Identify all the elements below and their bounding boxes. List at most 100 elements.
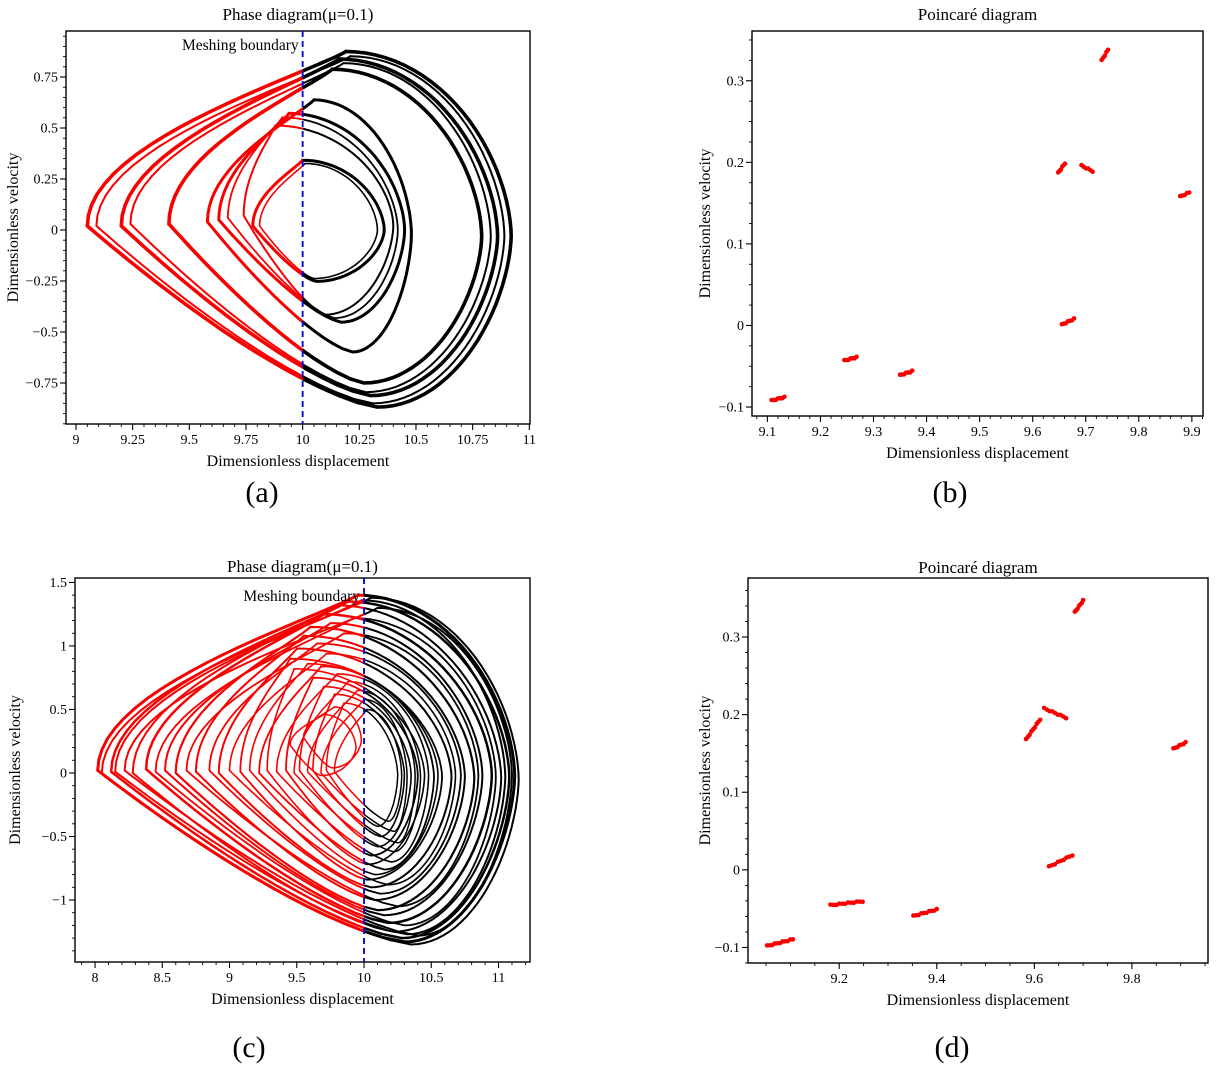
y-axis-label: Dimensionless velocity (5, 153, 22, 303)
phase-trajectory-loop (364, 606, 514, 937)
phase-trajectory-loop (364, 674, 435, 871)
y-tick-label: 0.2 (727, 156, 745, 171)
phase-trajectory-loop (364, 698, 408, 833)
y-tick-label: 1.5 (50, 576, 68, 591)
y-axis-label: Dimensionless velocity (697, 696, 714, 846)
phase-trajectory-loop (302, 67, 484, 385)
y-tick-label: 0.1 (727, 237, 745, 252)
y-tick-label: −0.5 (33, 325, 58, 340)
x-tick-label: 10.25 (344, 433, 376, 448)
phase-trajectory-loop (364, 593, 517, 944)
x-tick-label: 9.3 (865, 425, 883, 440)
y-tick-label: 0.5 (41, 122, 59, 137)
poincare-point (1183, 739, 1188, 745)
phase-trajectory-loop (306, 689, 365, 826)
phase-trajectory-loop (364, 658, 457, 886)
phase-trajectory-loop (364, 626, 484, 917)
x-tick-label: 9.9 (1183, 425, 1201, 440)
phase-trajectory-loop (302, 62, 492, 394)
phase-trajectory-loop (205, 107, 303, 324)
x-axis-label: Dimensionless displacement (211, 991, 394, 1008)
y-tick-label: −0.1 (715, 941, 740, 956)
phase-trajectory-loop (302, 55, 506, 405)
poincare-point (1037, 717, 1043, 723)
panel-a-phase-diagram: 9 9.25 9.5 9.75 10 10.25 10.5 10.75 11 −0.75 −0.5 −… (5, 5, 536, 509)
poincare-point (790, 937, 796, 942)
phase-trajectory-loop (226, 116, 303, 301)
phase-trajectory-loop (364, 697, 412, 848)
poincare-point (1090, 169, 1095, 175)
phase-trajectory-loop (185, 632, 365, 897)
poincare-point (782, 394, 787, 400)
x-tick-label: 9.8 (1130, 425, 1148, 440)
poincare-point (854, 354, 859, 360)
y-tick-label: −1 (52, 894, 67, 909)
phase-trajectory-loop (119, 75, 303, 369)
phase-trajectory-loop (364, 690, 416, 844)
x-tick-label: 9.5 (288, 971, 306, 986)
phase-trajectory-loop (289, 713, 357, 777)
phase-trajectory-loop (364, 634, 480, 908)
phase-trajectory-loop (302, 98, 413, 354)
phase-trajectory-loop (302, 118, 399, 320)
y-tick-label: 0.75 (34, 71, 59, 86)
x-tick-label: 9.4 (918, 425, 936, 440)
panel-c-phase-diagram: 8 8.5 9 9.5 10 10.5 11 −1 −0.5 0 0.5 1 1.5 Meshing bo… (7, 557, 531, 1064)
phase-trajectory-loop (174, 625, 365, 908)
phase-trajectory-loop (364, 596, 520, 946)
x-tick-label: 9.25 (120, 433, 145, 448)
phase-trajectory-loop (167, 85, 303, 353)
y-tick-label: 0.5 (50, 703, 68, 718)
phase-trajectory-loop (364, 601, 511, 940)
phase-trajectory-loop (302, 158, 386, 283)
x-tick-label: 11 (492, 971, 505, 986)
y-tick-label: 0.25 (34, 172, 59, 187)
x-tick-label: 9 (226, 971, 233, 986)
phase-trajectory-loop (129, 82, 303, 366)
poincare-point (1062, 161, 1068, 166)
trajectory-left-group (85, 69, 303, 381)
phase-trajectory-loop (325, 702, 365, 819)
plot-frame (65, 30, 531, 425)
phase-trajectory-loop (364, 708, 399, 828)
poincare-point (1071, 316, 1077, 321)
phase-trajectory-loop (364, 607, 503, 933)
x-tick-label: 10 (357, 971, 371, 986)
panel-title: Poincaré diagram (918, 5, 1037, 24)
trajectory-left-group (96, 593, 365, 933)
y-tick-label: 0.1 (723, 786, 741, 801)
plot-frame (747, 577, 1209, 964)
phase-trajectory-loop (364, 599, 507, 936)
phase-trajectory-loop (302, 127, 395, 316)
y-tick-label: 1 (60, 639, 67, 654)
x-tick-label: 10.5 (404, 433, 429, 448)
panel-caption: (d) (935, 1031, 970, 1064)
phase-trajectory-loop (364, 683, 422, 853)
poincare-point (1070, 853, 1075, 858)
phase-trajectory-loop (302, 49, 514, 409)
x-tick-label: 9.7 (1077, 425, 1095, 440)
phase-trajectory-loop (285, 676, 365, 854)
y-tick-label: 0 (60, 766, 67, 781)
phase-trajectory-loop (364, 690, 419, 857)
x-tick-label: 9.4 (928, 972, 946, 987)
phase-trajectory-loop (258, 164, 303, 274)
panel-caption: (c) (232, 1031, 265, 1064)
x-tick-label: 9.2 (812, 425, 830, 440)
phase-trajectory-loop (302, 57, 500, 398)
phase-trajectory-loop (364, 635, 476, 912)
phase-trajectory-loop (217, 647, 365, 887)
meshing-boundary-label: Meshing boundary (182, 37, 299, 54)
trajectory-right-group (302, 49, 514, 409)
x-axis-label: Dimensionless displacement (886, 445, 1069, 462)
x-tick-label: 9.8 (1123, 972, 1141, 987)
phase-trajectory-loop (364, 675, 439, 876)
phase-trajectory-loop (302, 112, 407, 324)
x-tick-label: 9.6 (1026, 972, 1044, 987)
x-tick-label: 8 (92, 971, 99, 986)
phase-trajectory-loop (302, 706, 363, 769)
x-tick-label: 10 (296, 433, 310, 448)
poincare-point (1027, 732, 1032, 738)
phase-trajectory-loop (248, 662, 365, 872)
